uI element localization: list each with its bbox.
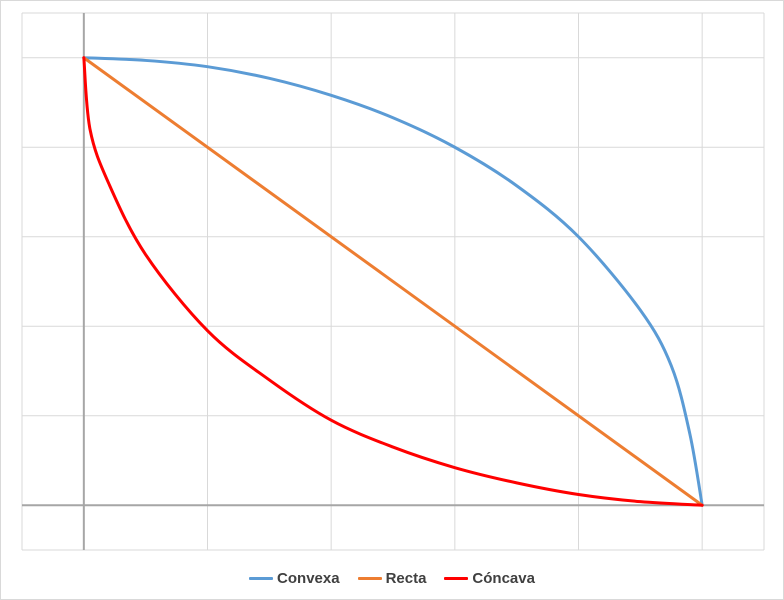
- series-line-convexa[interactable]: [82, 56, 704, 507]
- legend-label-recta: Recta: [385, 569, 427, 587]
- legend-item-recta[interactable]: Recta: [357, 569, 427, 587]
- legend-item-concava[interactable]: Cóncava: [444, 570, 535, 587]
- series-layer: [82, 56, 704, 507]
- legend: Convexa Recta Cóncava: [0, 566, 784, 590]
- axis-layer: [22, 13, 764, 550]
- legend-item-convexa[interactable]: Convexa: [249, 570, 340, 587]
- legend-swatch-concava: [444, 576, 469, 580]
- legend-swatch-recta: [357, 576, 382, 580]
- legend-swatch-convexa: [249, 576, 274, 580]
- legend-label-convexa: Convexa: [277, 569, 340, 587]
- series-line-concava[interactable]: [82, 56, 704, 507]
- legend-label-concava: Cóncava: [472, 569, 535, 587]
- series-line-recta[interactable]: [82, 56, 704, 507]
